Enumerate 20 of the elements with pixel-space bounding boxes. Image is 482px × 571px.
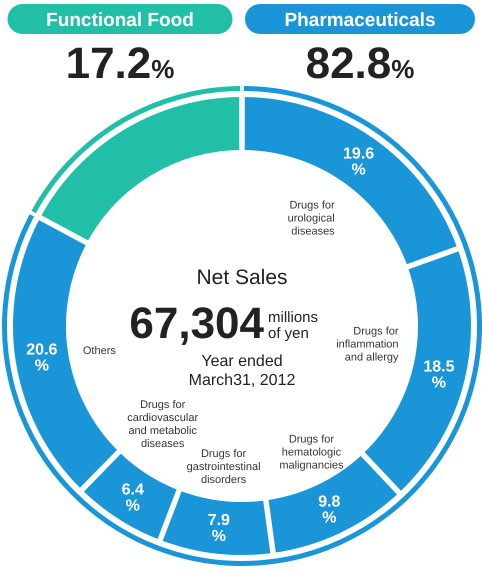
- text: Net Sales: [196, 266, 288, 289]
- slice-label: Drugs for hematologic malignancies: [279, 433, 344, 472]
- text: Pharmaceuticals: [284, 10, 436, 31]
- text: 82.8%: [306, 39, 414, 88]
- data-label: 19.6%: [343, 145, 374, 178]
- slice-label: Drugs for inflammation and allergy: [336, 326, 400, 364]
- slice-label: Others: [82, 344, 116, 357]
- data-label: 18.5%: [423, 358, 455, 392]
- slice-label: Drugs for cardiovascular and metabolic diseases: [127, 398, 198, 450]
- data-label: 20.6%: [26, 342, 58, 375]
- text: 17.2%: [66, 39, 174, 88]
- data-label: 6.4%: [122, 481, 144, 514]
- text: Functional Food: [46, 10, 194, 31]
- data-label: 9.8%: [318, 494, 341, 527]
- text: 67,304: [129, 299, 265, 348]
- text: millions of yen: [268, 309, 318, 342]
- slice-label: Drugs for urological diseases: [288, 199, 336, 238]
- text: Year ended March31, 2012: [188, 353, 296, 389]
- slice-label: Drugs for gastrointestinal disorders: [186, 448, 261, 486]
- data-label: 7.9%: [208, 512, 230, 546]
